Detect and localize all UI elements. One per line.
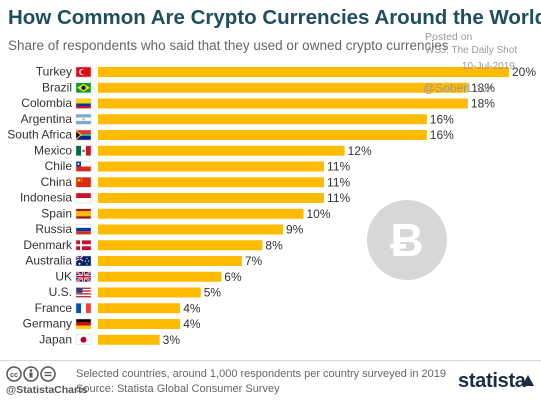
category-label: China bbox=[41, 175, 73, 189]
japan-flag-icon bbox=[75, 334, 92, 345]
value-label: 4% bbox=[183, 317, 201, 331]
south-africa-flag-icon bbox=[75, 129, 92, 141]
bar bbox=[98, 256, 242, 266]
bar bbox=[98, 271, 222, 282]
value-label: 11% bbox=[327, 160, 350, 174]
creative-commons-icon: cc bbox=[6, 366, 56, 382]
category-label: Turkey bbox=[36, 65, 72, 79]
value-label: 10% bbox=[307, 207, 331, 221]
category-label: Mexico bbox=[34, 143, 72, 157]
bar bbox=[98, 67, 509, 77]
value-label: 4% bbox=[183, 301, 201, 315]
svg-text:cc: cc bbox=[10, 372, 18, 379]
bar bbox=[98, 240, 263, 251]
bar bbox=[98, 161, 325, 172]
value-label: 5% bbox=[204, 286, 222, 300]
value-label: 12% bbox=[348, 144, 372, 158]
source-note: Source: Statista Global Consumer Survey bbox=[76, 383, 280, 395]
category-label: Denmark bbox=[23, 238, 73, 252]
china-flag-icon bbox=[75, 177, 92, 188]
value-label: 9% bbox=[286, 223, 304, 237]
statista-handle: @StatistaCharts bbox=[6, 384, 88, 396]
value-label: 16% bbox=[430, 128, 454, 142]
mexico-flag-icon bbox=[75, 145, 92, 156]
watermark-date: 10-Jul-2019 bbox=[462, 61, 515, 72]
bar bbox=[98, 334, 160, 345]
category-label: Argentina bbox=[21, 112, 73, 126]
bar bbox=[98, 82, 468, 93]
value-label: 6% bbox=[224, 270, 242, 284]
watermark-handle: @SoberLook bbox=[423, 81, 494, 95]
bar bbox=[98, 208, 304, 219]
svg-text:Ƀ: Ƀ bbox=[390, 214, 423, 266]
category-label: Colombia bbox=[21, 96, 72, 110]
value-label: 3% bbox=[163, 333, 181, 347]
bar bbox=[98, 177, 325, 188]
chile-flag-icon bbox=[75, 161, 92, 172]
category-label: Spain bbox=[41, 206, 72, 220]
brazil-flag-icon bbox=[75, 82, 92, 93]
category-label: Australia bbox=[25, 254, 72, 268]
value-label: 11% bbox=[327, 175, 350, 189]
category-label: U.S. bbox=[49, 285, 72, 299]
uk-flag-icon bbox=[75, 270, 92, 283]
value-label: 8% bbox=[265, 238, 283, 252]
spain-flag-icon bbox=[75, 208, 92, 219]
argentina-flag-icon bbox=[75, 114, 92, 125]
category-label: France bbox=[35, 301, 73, 315]
russia-flag-icon bbox=[75, 224, 92, 235]
bar bbox=[98, 130, 427, 140]
footnote: Selected countries, around 1,000 respond… bbox=[76, 368, 446, 380]
chart-title: How Common Are Crypto Currencies Around … bbox=[8, 6, 541, 29]
us-flag-icon bbox=[75, 287, 92, 298]
france-flag-icon bbox=[75, 303, 92, 314]
category-label: Russia bbox=[35, 222, 72, 236]
bar bbox=[98, 145, 345, 156]
turkey-flag-icon bbox=[75, 66, 92, 78]
watermark-posted: Posted on bbox=[425, 31, 473, 43]
value-label: 11% bbox=[327, 191, 350, 205]
category-label: Indonesia bbox=[20, 191, 72, 205]
category-label: Germany bbox=[23, 317, 72, 331]
denmark-flag-icon bbox=[75, 240, 92, 251]
bar bbox=[98, 287, 201, 298]
statista-logo-mark-icon bbox=[522, 375, 534, 386]
colombia-flag-icon bbox=[75, 98, 92, 109]
value-label: 20% bbox=[512, 65, 536, 79]
bar bbox=[98, 114, 427, 125]
bar bbox=[98, 193, 325, 203]
bar bbox=[98, 319, 181, 329]
bar bbox=[98, 303, 181, 314]
indonesia-flag-icon bbox=[75, 192, 92, 204]
value-label: 16% bbox=[430, 112, 454, 126]
australia-flag-icon bbox=[75, 255, 92, 267]
bar bbox=[98, 98, 468, 109]
watermark-source: WSJ: The Daily Shot bbox=[425, 45, 518, 56]
category-label: Brazil bbox=[42, 80, 72, 94]
category-label: Chile bbox=[45, 159, 73, 173]
category-label: South Africa bbox=[7, 128, 72, 142]
bitcoin-icon: Ƀ bbox=[367, 200, 447, 280]
chart-subtitle: Share of respondents who said that they … bbox=[8, 38, 449, 53]
footer-divider bbox=[0, 360, 541, 361]
bar bbox=[98, 224, 283, 235]
value-label: 18% bbox=[471, 97, 495, 111]
germany-flag-icon bbox=[75, 318, 92, 330]
value-label: 18% bbox=[471, 81, 495, 95]
category-label: Japan bbox=[39, 332, 72, 346]
value-label: 7% bbox=[245, 254, 263, 268]
statista-logo[interactable]: statista bbox=[458, 370, 526, 392]
category-label: UK bbox=[55, 269, 72, 283]
